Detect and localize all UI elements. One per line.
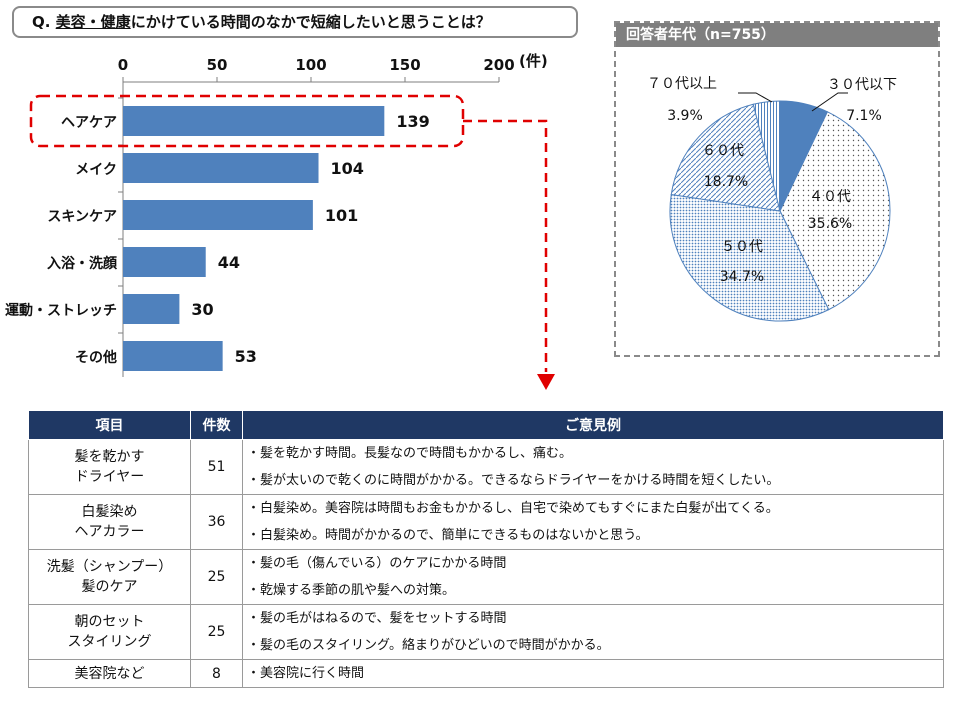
pie-value-label: 18.7% — [704, 174, 748, 190]
pie-value-label: 3.9% — [667, 108, 703, 124]
pie-title: 回答者年代（n=755） — [616, 23, 938, 47]
opinion-line: ・髪の毛がはねるので、髪をセットする時間 — [247, 611, 507, 626]
question-highlight: 美容・健康 — [55, 13, 131, 31]
opinion-line: ・乾燥する季節の肌や髪への対策。 — [247, 583, 456, 598]
bar-chart: 0 50 100 150 200 (件) 139 ヘアケア 104 メイク 101 スキンケア 44 入浴… — [5, 52, 555, 390]
category-label: その他 — [75, 349, 117, 366]
bar-0 — [123, 106, 385, 136]
x-tick-label: 50 — [207, 56, 228, 74]
pie-label: ５０代 — [721, 239, 763, 255]
x-tick-label: 150 — [389, 56, 420, 74]
opinion-line: ・髪の毛のスタイリング。絡まりがひどいので時間がかかる。 — [247, 638, 610, 653]
table-row: 髪を乾かす ドライヤー 51 ・髪を乾かす時間。長髪なので時間もかかるし、痛む。 ・髪が… — [28, 439, 944, 495]
bar-4 — [123, 294, 180, 324]
category-label: メイク — [75, 162, 117, 178]
pie-value-label: 7.1% — [846, 108, 882, 124]
category-label: 運動・ストレッチ — [5, 302, 117, 319]
question-prefix: Q. — [32, 13, 56, 31]
x-tick-label: 0 — [118, 56, 128, 74]
bar-3 — [123, 247, 206, 277]
count-cell: 51 — [190, 439, 243, 495]
opinions-cell: ・白髪染め。美容院は時間もお金もかかるし、自宅で染めてもすぐにまた白髪が出てくる… — [242, 494, 944, 550]
highlight-arrow-line — [463, 119, 548, 372]
count-cell: 25 — [190, 604, 243, 660]
category-label: ヘアケア — [61, 115, 117, 131]
item-cell: 洗髪（シャンプー） 髪のケア — [28, 549, 191, 605]
pie-label: ３０代以下 — [827, 77, 897, 93]
item-cell: 朝のセットスタイリング — [28, 604, 191, 660]
bar-value-label: 101 — [325, 206, 358, 225]
opinions-cell: ・美容院に行く時間 — [242, 659, 944, 688]
item-line: スタイリング — [67, 634, 152, 650]
item-cell: 美容院など — [28, 659, 191, 688]
item-line: ヘアカラー — [74, 524, 145, 540]
pie-label: ７０代以上 — [647, 76, 717, 92]
table-row: 白髪染め ヘアカラー 36 ・白髪染め。美容院は時間もお金もかかるし、自宅で染めてもす… — [28, 494, 944, 550]
pie-slice-1 — [779, 111, 891, 311]
count-cell: 25 — [190, 549, 243, 605]
pie-chart: ３０代以下 7.1% ４０代 35.6% ５０代 34.7% ６０代 18.7% ７０代以上 3.… — [647, 76, 897, 322]
pie-value-label: 35.6% — [808, 216, 852, 232]
pie-slice-2 — [669, 193, 830, 322]
category-label: スキンケア — [47, 209, 117, 225]
opinion-line: ・白髪染め。時間がかかるので、簡単にできるものはないかと思う。 — [247, 528, 649, 543]
bar-value-label: 104 — [331, 159, 364, 178]
pie-chart-panel: ３０代以下 7.1% ４０代 35.6% ５０代 34.7% ６０代 18.7% ７０代以上 3.… — [614, 21, 940, 357]
opinion-line: ・髪を乾かす時間。長髪なので時間もかかるし、痛む。 — [247, 446, 573, 461]
pie-label: ４０代 — [809, 189, 851, 205]
table-header-row: 項目 件数 ご意見例 — [28, 410, 944, 440]
bar-value-label: 139 — [396, 112, 429, 131]
pie-label: ６０代 — [702, 143, 744, 159]
opinion-line: ・白髪染め。美容院は時間もお金もかかるし、自宅で染めてもすぐにまた白髪が出てくる… — [247, 501, 779, 516]
question-rest: にかけている時間のなかで短縮したいと思うことは？ — [130, 13, 491, 31]
opinions-cell: ・髪の毛（傷んでいる）のケアにかかる時間 ・乾燥する季節の肌や髪への対策。 — [242, 549, 944, 605]
table-row: 朝のセット スタイリング 25 ・髪の毛がはねるので、髪をセットする時間 ・髪の毛のスタ… — [28, 604, 944, 660]
bar-value-label: 30 — [191, 300, 213, 319]
x-tick-label: 100 — [295, 56, 326, 74]
opinions-cell: ・髪を乾かす時間。長髪なので時間もかかるし、痛む。・髪が太いので乾くのに時間がか… — [242, 439, 944, 495]
table-row: 美容院など 8 ・美容院に行く時間 — [28, 659, 944, 688]
category-label: 入浴・洗顔 — [47, 255, 118, 272]
item-line: 朝のセット — [74, 614, 145, 630]
opinions-cell: ・髪の毛がはねるので、髪をセットする時間・髪の毛のスタイリング。絡まりがひどいの… — [242, 604, 944, 660]
highlight-box — [29, 94, 465, 148]
bar-value-label: 44 — [218, 253, 240, 272]
item-line: 洗髪（シャンプー） — [46, 559, 173, 575]
opinion-line: ・髪の毛（傷んでいる）のケアにかかる時間 — [247, 556, 507, 571]
count-cell: 36 — [190, 494, 243, 550]
opinion-table: 項目 件数 ご意見例 髪を乾かす ドライヤー 51 ・髪を乾かす時間。長髪なので時間も… — [28, 410, 944, 688]
item-cell: 髪を乾かすドライヤー — [28, 439, 191, 495]
opinion-line: ・美容院に行く時間 — [247, 666, 365, 681]
highlight-arrow-head — [537, 374, 555, 390]
bar-2 — [123, 200, 313, 230]
item-line: 髪のケア — [81, 579, 138, 595]
header-opinions: ご意見例 — [242, 410, 944, 440]
bar-5 — [123, 341, 223, 371]
x-unit-label: (件) — [519, 52, 548, 70]
item-line: 美容院など — [74, 665, 145, 682]
count-cell: 8 — [190, 659, 243, 688]
pie-slice-3 — [670, 103, 781, 212]
table-row: 洗髪（シャンプー） 髪のケア 25 ・髪の毛（傷んでいる）のケアにかかる時間 ・乾燥する… — [28, 549, 944, 605]
header-count: 件数 — [190, 410, 243, 440]
x-tick-label: 200 — [483, 56, 514, 74]
item-line: 白髪染め — [81, 504, 138, 520]
item-line: 髪を乾かす — [74, 449, 145, 465]
item-line: ドライヤー — [74, 469, 145, 485]
bar-1 — [123, 153, 319, 183]
item-cell: 白髪染め ヘアカラー — [28, 494, 191, 550]
pie-leader-line-70s — [738, 92, 773, 103]
bar-value-label: 53 — [235, 347, 257, 366]
question-box: Q. 美容・健康にかけている時間のなかで短縮したいと思うことは？ — [12, 6, 578, 38]
header-item: 項目 — [28, 410, 191, 440]
pie-leader-line-30s — [811, 92, 848, 112]
opinion-line: ・髪が太いので乾くのに時間がかかる。できるならドライヤーをかける時間を短くしたい… — [247, 473, 780, 488]
pie-slice-4 — [752, 100, 781, 212]
pie-value-label: 34.7% — [720, 269, 764, 285]
